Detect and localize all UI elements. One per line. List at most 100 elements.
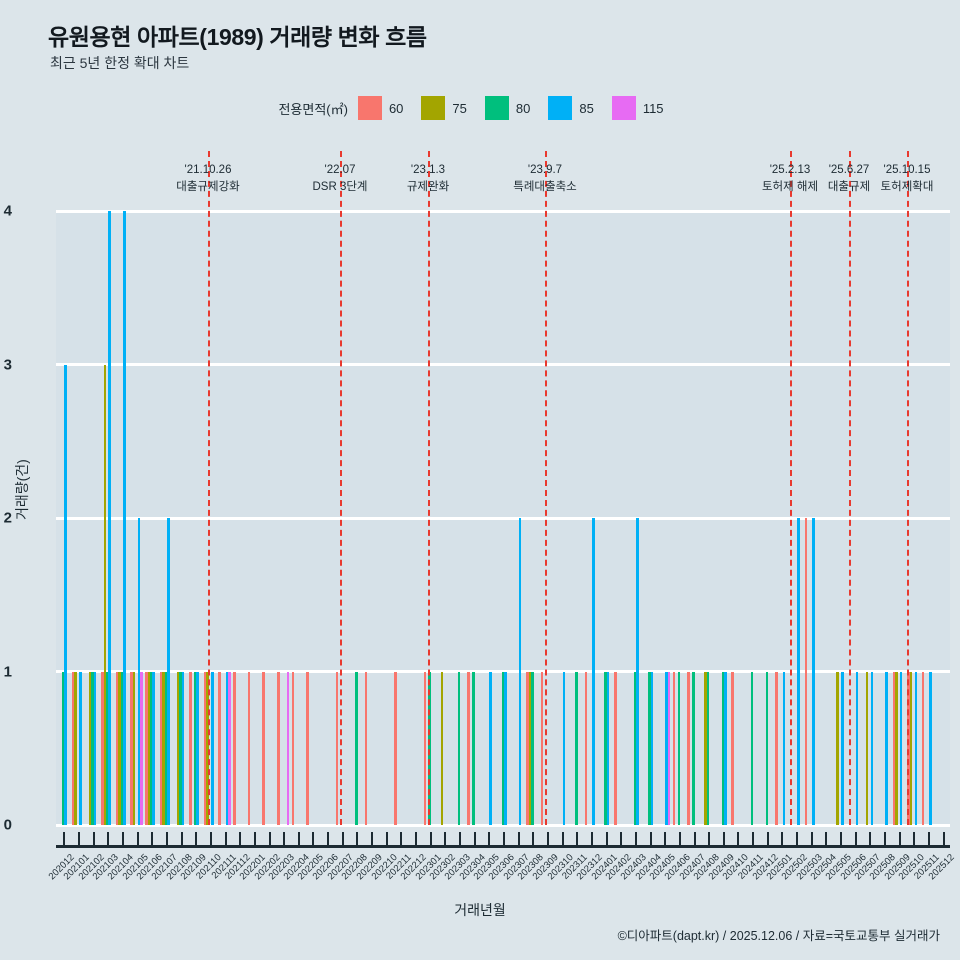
x-tick: [825, 832, 828, 845]
legend-title: 전용면적(㎡): [278, 101, 348, 117]
legend-item-80[interactable]: 80: [484, 96, 546, 120]
x-tick: [268, 832, 271, 845]
bar: [115, 671, 119, 825]
bar: [130, 671, 133, 825]
y-tick-label-2: 2: [3, 509, 12, 527]
bar: [765, 671, 769, 825]
event-date: '23.1.3: [410, 164, 446, 176]
bar: [355, 671, 358, 825]
bar: [540, 671, 544, 825]
x-tick: [517, 832, 520, 845]
bar: [723, 671, 727, 825]
legend-item-75[interactable]: 75: [421, 96, 482, 120]
bar: [706, 671, 710, 825]
bar: [775, 671, 778, 825]
bar: [636, 518, 639, 825]
legend-swatch-icon: [548, 96, 573, 120]
x-tick: [693, 832, 696, 845]
y-tick-label-0: 0: [3, 816, 12, 834]
x-tick: [796, 832, 799, 845]
bar: [364, 671, 368, 825]
legend-item-115[interactable]: 115: [611, 96, 680, 120]
x-tick: [576, 832, 579, 845]
x-tick: [590, 832, 593, 845]
bar: [870, 671, 874, 825]
event-line: [340, 151, 342, 825]
bar: [228, 671, 231, 825]
x-tick: [708, 832, 711, 845]
event-date: '23.9.7: [527, 164, 563, 176]
bar: [218, 671, 221, 825]
bar: [811, 518, 815, 825]
bar: [914, 671, 918, 825]
x-tick: [385, 832, 388, 845]
bar: [423, 671, 427, 825]
bar: [123, 211, 126, 825]
bar: [677, 671, 681, 825]
x-tick: [136, 832, 139, 845]
x-tick: [327, 832, 330, 845]
bar: [606, 671, 610, 825]
bar: [101, 671, 104, 825]
bar: [704, 671, 708, 825]
bar: [672, 671, 676, 825]
bar: [667, 671, 671, 825]
bar: [162, 671, 165, 825]
x-tick: [781, 832, 784, 845]
x-axis-line: [56, 845, 950, 848]
bar: [650, 671, 654, 825]
x-tick: [239, 832, 242, 845]
event-description: 토허제 해제: [761, 181, 819, 193]
legend-item-60[interactable]: 60: [357, 96, 419, 120]
legend-item-85[interactable]: 85: [548, 96, 609, 120]
x-tick: [810, 832, 813, 845]
x-tick: [634, 832, 637, 845]
bar: [247, 671, 251, 825]
bar: [604, 671, 607, 825]
bar: [909, 671, 913, 825]
event-description: DSR 3단계: [312, 181, 368, 193]
x-tick: [312, 832, 315, 845]
bar: [71, 671, 75, 825]
bar: [62, 671, 65, 825]
legend: 전용면적(㎡) 60 75 80 85 115: [0, 96, 960, 120]
bar: [306, 671, 309, 825]
x-tick: [722, 832, 725, 845]
bar: [276, 671, 280, 825]
x-tick: [488, 832, 491, 845]
bar: [518, 518, 522, 825]
bar: [885, 671, 888, 825]
bar: [750, 671, 754, 825]
x-tick: [649, 832, 652, 845]
event-label: '23.9.7 특례대출축소: [485, 162, 605, 196]
x-tick: [532, 832, 535, 845]
bar: [592, 518, 595, 825]
bar: [394, 671, 397, 825]
bar: [140, 671, 143, 825]
y-tick-label-1: 1: [3, 663, 12, 680]
event-line: [545, 151, 547, 825]
event-line: [208, 151, 210, 825]
bar: [865, 671, 869, 825]
event-description: 특례대출축소: [513, 181, 577, 193]
event-date: '25.10.15: [883, 164, 931, 176]
bar: [489, 671, 493, 825]
bar: [648, 671, 651, 825]
x-tick: [195, 832, 198, 845]
gridline-3: [56, 363, 950, 366]
x-tick: [913, 832, 916, 845]
event-date: '22.07: [324, 164, 356, 176]
bar: [501, 671, 505, 825]
legend-swatch-icon: [611, 96, 636, 120]
event-line: [849, 151, 851, 825]
x-tick: [356, 832, 359, 845]
x-tick: [752, 832, 755, 845]
x-tick: [371, 832, 374, 845]
bar: [531, 671, 534, 825]
event-date: '21.10.26: [184, 164, 232, 176]
x-tick: [473, 832, 476, 845]
page-title: 유원용현 아파트(1989) 거래량 변화 흐름: [48, 24, 427, 50]
event-label: '23.1.3 규제완화: [368, 162, 488, 196]
x-tick: [63, 832, 66, 845]
bar: [91, 671, 94, 825]
